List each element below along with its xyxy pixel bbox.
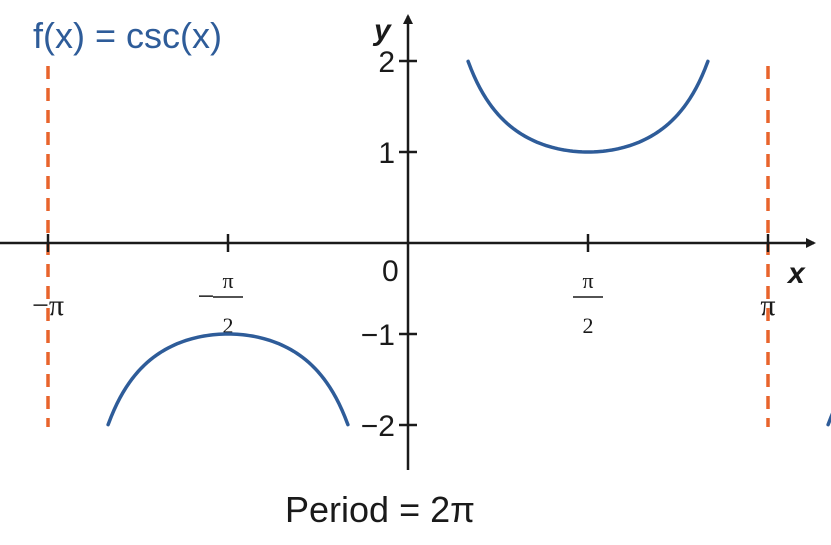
y-tick-label: −1 xyxy=(361,319,395,352)
curves-group xyxy=(106,59,831,427)
y-tick-label: 2 xyxy=(378,46,395,79)
y-tick-label: 1 xyxy=(378,137,395,170)
x-tick-numerator: π xyxy=(222,268,233,293)
origin-label: 0 xyxy=(382,255,399,288)
csc-curve-branch xyxy=(106,332,350,427)
period-caption: Period = 2π xyxy=(285,489,475,530)
axes-group xyxy=(0,14,816,470)
x-tick-denominator: 2 xyxy=(583,313,594,338)
chart-title: f(x) = csc(x) xyxy=(33,15,222,56)
ticks-group: −2π−3π2−π−π2π2π3π22π21−1−2 xyxy=(32,46,776,443)
csc-curve-branch xyxy=(466,59,710,154)
y-tick-label: −2 xyxy=(361,410,395,443)
y-axis-label: y xyxy=(372,14,392,47)
x-tick-denominator: 2 xyxy=(223,313,234,338)
x-tick-numerator: π xyxy=(582,268,593,293)
asymptote-group xyxy=(46,66,770,427)
x-tick-sign: − xyxy=(198,280,215,313)
x-axis-label: x xyxy=(786,257,806,290)
x-tick-label: −π xyxy=(32,289,64,322)
x-tick-label: π xyxy=(760,289,775,322)
